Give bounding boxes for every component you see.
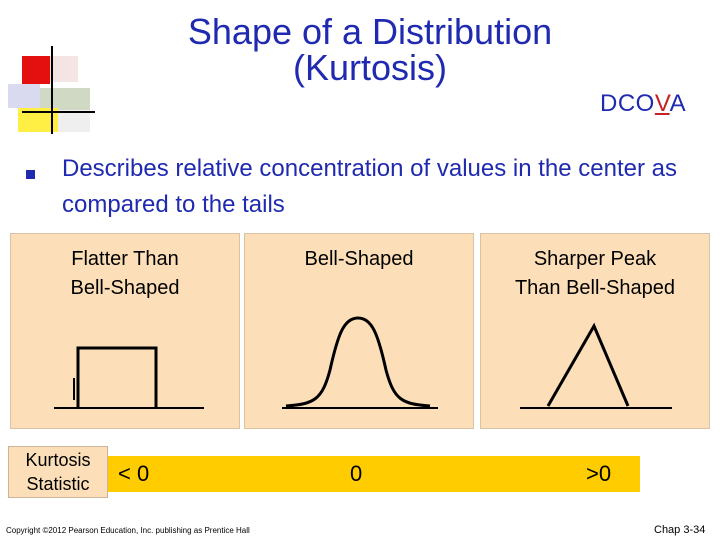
title-line-1: Shape of a Distribution xyxy=(187,11,553,52)
page-number: Chap 3-34 xyxy=(654,524,706,536)
kurtosis-label: Kurtosis Statistic xyxy=(8,448,108,496)
title-line-2: (Kurtosis) xyxy=(292,47,448,88)
leptokurtic-shape-icon xyxy=(520,322,672,409)
bullet-marker xyxy=(26,170,35,179)
copyright-text: Copyright ©2012 Pearson Education, Inc. … xyxy=(6,526,250,535)
bullet-text: Describes relative concentration of valu… xyxy=(62,155,677,218)
panel-label-line-2: Bell-Shaped xyxy=(70,277,180,299)
panel-label-line-1: Flatter Than xyxy=(71,248,179,270)
statistic-bar xyxy=(102,456,640,492)
statistic-negative: < 0 xyxy=(118,461,150,486)
logo-graphic xyxy=(8,46,95,134)
dcova-highlight: V xyxy=(654,90,670,117)
dcova-suffix: A xyxy=(669,90,687,117)
kurtosis-label-line-1: Kurtosis xyxy=(25,450,91,470)
panel-label-line-2: Than Bell-Shaped xyxy=(514,277,676,299)
statistic-positive: >0 xyxy=(586,461,612,486)
statistic-zero: 0 xyxy=(350,461,363,486)
kurtosis-label-line-2: Statistic xyxy=(26,474,90,494)
page-title: Shape of a Distribution (Kurtosis) xyxy=(150,14,590,86)
kurtosis-label-box xyxy=(8,446,108,498)
panel-label-line-1: Sharper Peak xyxy=(533,248,657,270)
platykurtic-shape-icon xyxy=(54,346,204,409)
panel-label-bell: Bell-Shaped xyxy=(244,245,474,274)
panel-label-line-1: Bell-Shaped xyxy=(304,248,414,270)
panel-label-flatter: Flatter Than Bell-Shaped xyxy=(10,245,240,303)
dcova-label: DCOVA xyxy=(600,90,686,118)
panel-bell xyxy=(244,233,474,429)
dcova-prefix: DCO xyxy=(600,90,655,117)
panel-label-sharper: Sharper Peak Than Bell-Shaped xyxy=(480,245,710,303)
panel-flatter xyxy=(10,233,240,429)
mesokurtic-shape-icon xyxy=(282,316,438,409)
